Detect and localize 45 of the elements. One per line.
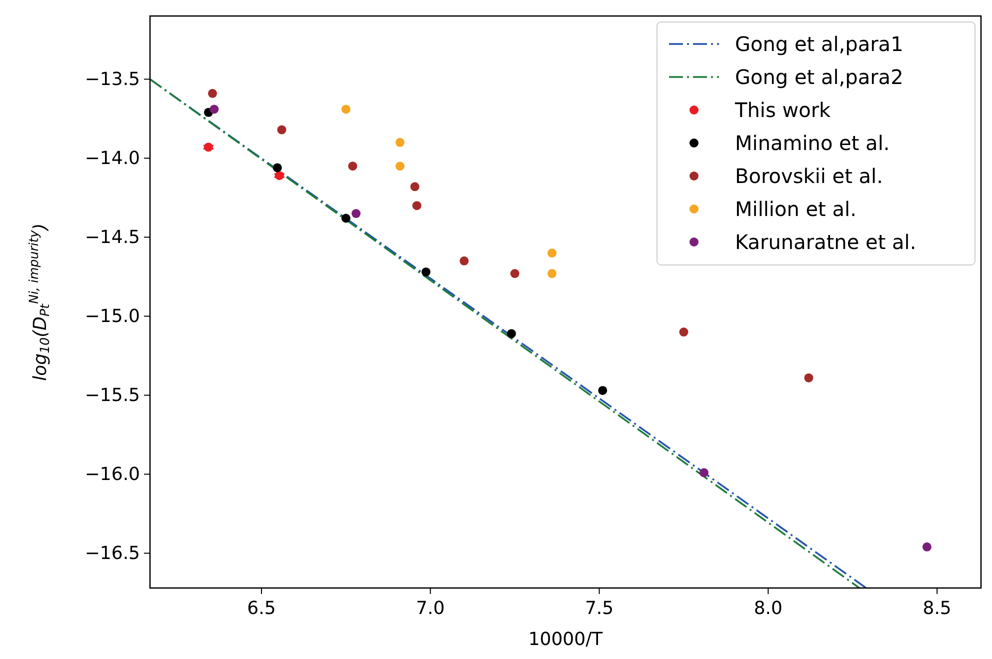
x-tick-label: 8.0 bbox=[754, 598, 783, 619]
point bbox=[421, 267, 430, 276]
point bbox=[598, 386, 608, 395]
point bbox=[547, 248, 556, 258]
point bbox=[277, 125, 286, 134]
point bbox=[679, 328, 688, 337]
point bbox=[395, 162, 404, 171]
point bbox=[510, 269, 520, 278]
legend-label: Gong et al,para2 bbox=[735, 65, 904, 89]
y-tick-label: −16.5 bbox=[84, 543, 140, 564]
point bbox=[922, 542, 932, 552]
point bbox=[460, 256, 469, 266]
point bbox=[208, 88, 217, 98]
point bbox=[804, 373, 814, 382]
legend-label: This work bbox=[734, 98, 832, 122]
point bbox=[700, 468, 708, 478]
point bbox=[210, 104, 219, 114]
point bbox=[341, 104, 350, 114]
y-tick-label: −15.5 bbox=[84, 385, 140, 406]
point bbox=[410, 182, 420, 192]
x-tick-label: 6.5 bbox=[247, 598, 276, 619]
legend-label: Minamino et al. bbox=[735, 131, 890, 155]
point bbox=[506, 329, 516, 338]
point bbox=[547, 269, 556, 278]
point bbox=[204, 142, 213, 152]
x-axis-title: 10000/T bbox=[528, 629, 604, 650]
point bbox=[272, 163, 282, 172]
point bbox=[348, 162, 358, 171]
point bbox=[352, 209, 361, 218]
legend-label: Karunaratne et al. bbox=[735, 230, 916, 254]
legend-label: Gong et al,para1 bbox=[735, 32, 904, 56]
legend-label: Million et al. bbox=[735, 197, 856, 221]
y-tick-label: −13.5 bbox=[84, 69, 140, 90]
point bbox=[412, 201, 422, 210]
point bbox=[395, 138, 404, 147]
y-tick-label: −14.0 bbox=[84, 148, 140, 170]
y-tick-label: −16.0 bbox=[84, 464, 140, 486]
x-tick-label: 7.5 bbox=[584, 598, 614, 619]
point bbox=[341, 214, 350, 223]
x-tick-label: 8.5 bbox=[922, 598, 952, 619]
x-tick-label: 7.0 bbox=[416, 598, 445, 619]
y-tick-label: −15.0 bbox=[84, 306, 140, 328]
y-tick-label: −14.5 bbox=[84, 227, 140, 248]
point bbox=[274, 171, 284, 180]
legend-label: Borovskii et al. bbox=[735, 164, 883, 188]
